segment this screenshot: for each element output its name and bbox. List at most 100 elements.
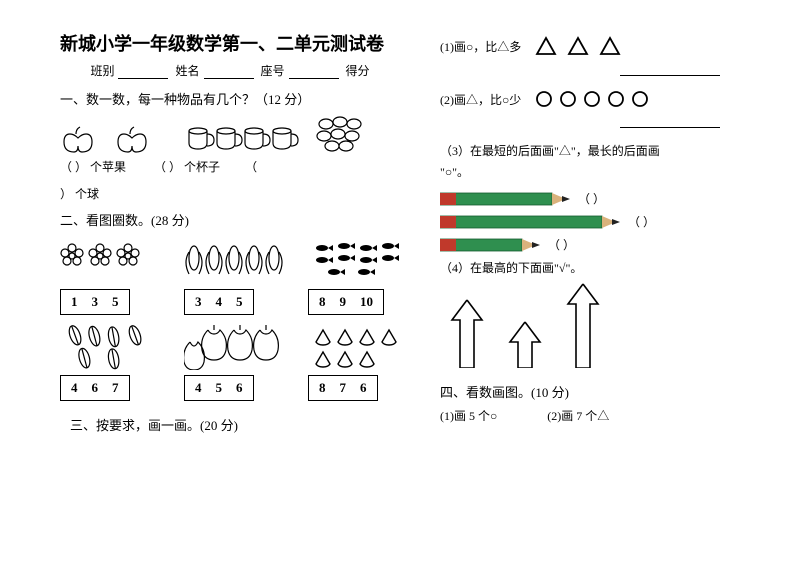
num-cell: 10: [360, 294, 373, 310]
cup-icon: [270, 124, 300, 154]
arrow-up-icon: [508, 320, 542, 368]
triangle-icon: [535, 36, 557, 56]
flowers-icon: [60, 235, 160, 285]
fish-icon: [308, 235, 408, 285]
num-cell: 5: [236, 294, 243, 310]
worksheet-page: 新城小学一年级数学第一、二单元测试卷 班别 姓名 座号 得分 一、数一数，每一种…: [60, 30, 750, 440]
answer-line-1[interactable]: [620, 62, 720, 76]
pencil-paren[interactable]: （ ）: [548, 236, 575, 253]
q2-text: (2)画△，比○少: [440, 91, 521, 108]
pencil-paren[interactable]: （ ）: [578, 190, 605, 207]
num-cell: 7: [112, 380, 119, 396]
right-column: (1)画○，比△多 (2)画△，比○少 （3）在最短的后面画"△"，最长的后面画: [440, 30, 750, 440]
cup-icon: [214, 124, 244, 154]
num-cell: 7: [340, 380, 347, 396]
circle-grid-row1: 1 3 5 3 4 5: [60, 235, 400, 315]
num-box[interactable]: 1 3 5: [60, 289, 130, 315]
circles-5: [535, 90, 649, 108]
left-column: 新城小学一年级数学第一、二单元测试卷 班别 姓名 座号 得分 一、数一数，每一种…: [60, 30, 400, 440]
section-d-title: 四、看数画图。(10 分): [440, 382, 750, 401]
circle-icon: [559, 90, 577, 108]
pencil-row: （ ）: [440, 190, 750, 207]
triangles-3: [535, 36, 621, 56]
q1-count-line-2: ） 个球: [60, 185, 400, 202]
seat-label: 座号: [261, 64, 285, 78]
section-c-title: 三、按要求，画一画。(20 分): [70, 415, 400, 434]
num-cell: 8: [319, 294, 326, 310]
section-d-row: (1)画 5 个○ (2)画 7 个△: [440, 407, 750, 424]
cup-icon: [186, 124, 216, 154]
seat-blank[interactable]: [289, 65, 339, 79]
apple-icon: [114, 122, 170, 154]
apple-icon: [60, 122, 116, 154]
num-cell: 6: [92, 380, 99, 396]
num-box[interactable]: 3 4 5: [184, 289, 254, 315]
class-label: 班别: [90, 64, 114, 78]
pencil-icon: [440, 237, 540, 253]
pencil-row: （ ）: [440, 213, 750, 230]
num-cell: 3: [92, 294, 99, 310]
d-q1: (1)画 5 个○: [440, 407, 497, 424]
cup-icon: [242, 124, 272, 154]
circle-quote: "○"。: [440, 165, 469, 179]
arrows-row: [450, 282, 750, 368]
pencil-icon: [440, 191, 570, 207]
q1-items: [60, 114, 400, 154]
leaves-icon: [60, 323, 160, 371]
paren-close: ）: [60, 187, 72, 201]
circle-grid-row2: 4 6 7 4 5 6: [60, 323, 400, 401]
group-fish: 8 9 10: [308, 235, 408, 315]
num-box[interactable]: 4 5 6: [184, 375, 254, 401]
circle-icon: [535, 90, 553, 108]
ball-label: 个球: [75, 187, 99, 201]
q1-line: (1)画○，比△多: [440, 36, 750, 56]
num-cell: 3: [195, 294, 202, 310]
pencil-paren[interactable]: （ ）: [628, 213, 655, 230]
balls: [314, 114, 364, 154]
name-blank[interactable]: [204, 65, 254, 79]
num-cell: 5: [216, 380, 223, 396]
score-label: 得分: [346, 64, 370, 78]
q3-text: （3）在最短的后面画"△"，最长的后面画: [440, 144, 660, 158]
pencils-block: （ ） （ ） （ ）: [440, 190, 750, 253]
num-box[interactable]: 8 7 6: [308, 375, 378, 401]
q3-text-line: （3）在最短的后面画"△"，最长的后面画: [440, 142, 750, 159]
circle-icon: [607, 90, 625, 108]
circle-icon: [583, 90, 601, 108]
arrow-up-icon: [566, 282, 600, 368]
q3-circle-line: "○"。: [440, 163, 750, 180]
num-cell: 8: [319, 380, 326, 396]
num-cell: 4: [216, 294, 223, 310]
pears-icon: [184, 323, 284, 371]
paren-cup: （ ）: [154, 160, 181, 174]
arrow-up-icon: [450, 298, 484, 368]
info-line: 班别 姓名 座号 得分: [60, 62, 400, 79]
apple-label: 个苹果: [90, 160, 126, 174]
num-box[interactable]: 4 6 7: [60, 375, 130, 401]
class-blank[interactable]: [118, 65, 168, 79]
answer-line-2[interactable]: [620, 114, 720, 128]
num-cell: 4: [195, 380, 202, 396]
q4-text: （4）在最高的下面画"√"。: [440, 259, 750, 276]
pencil-row: （ ）: [440, 236, 750, 253]
q1-count-line: （ ） 个苹果 （ ） 个杯子 （: [60, 158, 400, 175]
num-cell: 6: [236, 380, 243, 396]
section-b-title: 二、看图圈数。(28 分): [60, 210, 400, 229]
cup-label: 个杯子: [184, 160, 220, 174]
q1-text: (1)画○，比△多: [440, 38, 521, 55]
name-label: 姓名: [175, 64, 199, 78]
num-cell: 4: [71, 380, 78, 396]
outline-triangles-icon: [308, 323, 408, 371]
apples: [60, 122, 168, 154]
group-outline-tri: 8 7 6: [308, 323, 408, 401]
group-pears: 4 5 6: [184, 323, 284, 401]
triangle-icon: [599, 36, 621, 56]
num-cell: 9: [340, 294, 347, 310]
num-box[interactable]: 8 9 10: [308, 289, 384, 315]
section-a-title: 一、数一数，每一种物品有几个？（12 分）: [60, 89, 400, 108]
group-leaves: 4 6 7: [60, 323, 160, 401]
triangle-icon: [567, 36, 589, 56]
group-corn: 3 4 5: [184, 235, 284, 315]
num-cell: 1: [71, 294, 78, 310]
d-q2: (2)画 7 个△: [547, 407, 609, 424]
